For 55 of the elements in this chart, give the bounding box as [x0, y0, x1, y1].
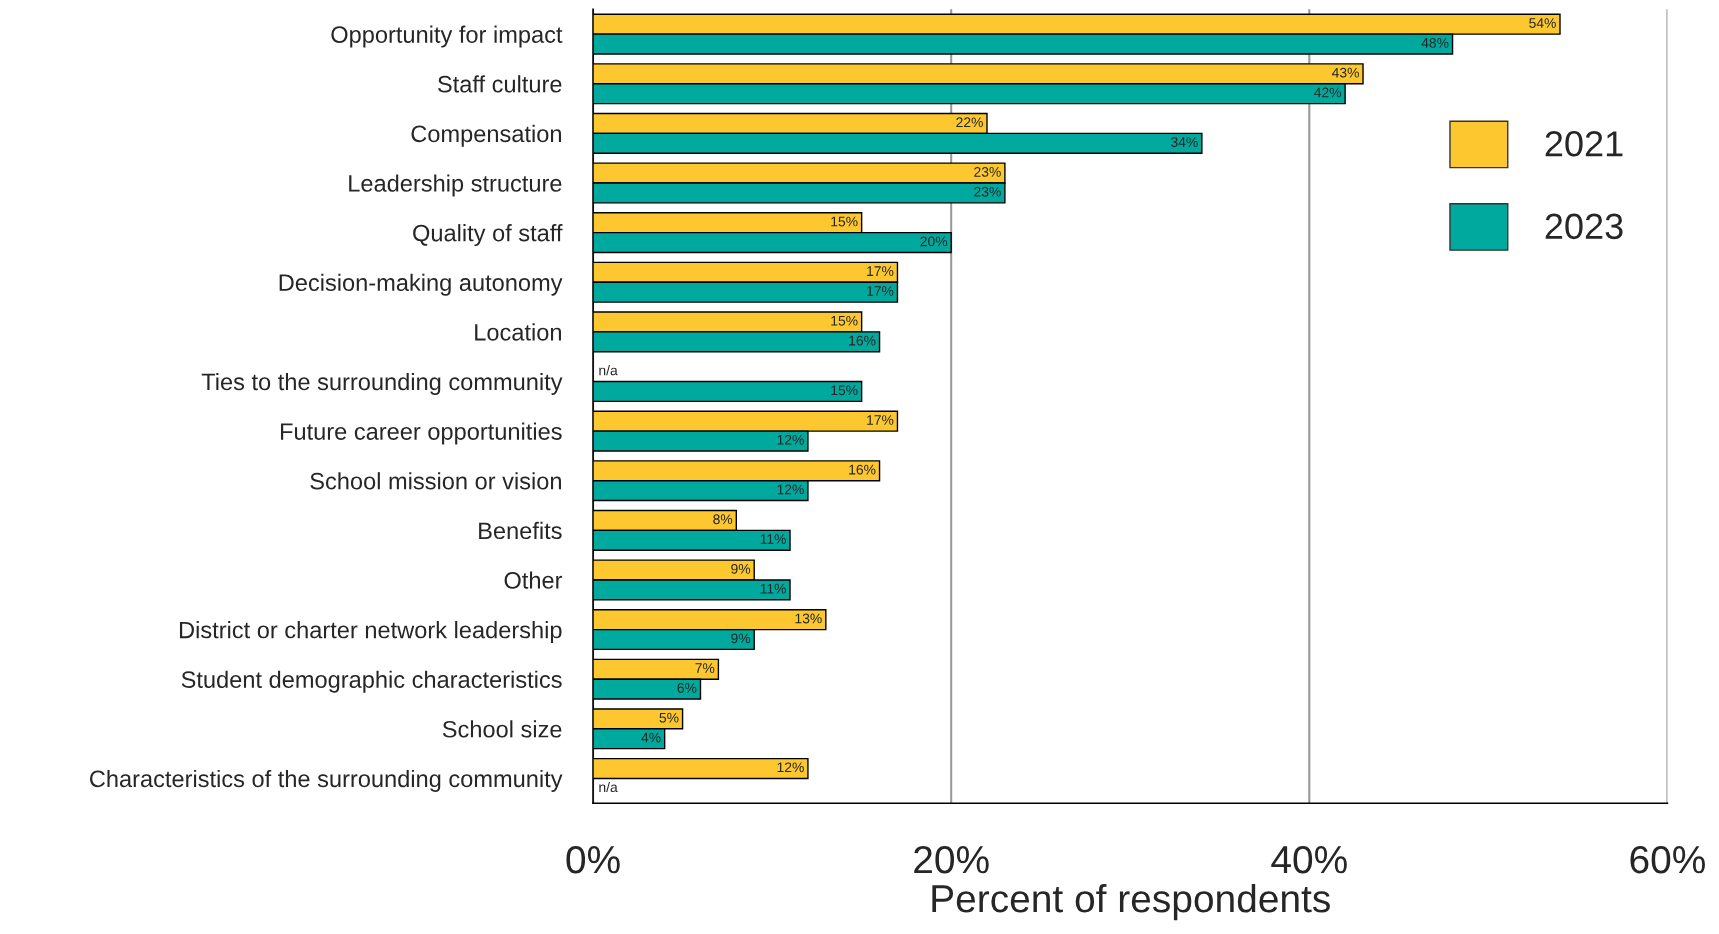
- data-label: 48%: [1421, 37, 1449, 48]
- text: n/a: [599, 781, 618, 793]
- y-tick-label: School mission or vision: [310, 472, 561, 490]
- data-label: 15%: [831, 315, 858, 326]
- data-label: 17%: [867, 266, 894, 276]
- data-label: 9%: [731, 563, 751, 574]
- y-tick-label: School size: [442, 720, 562, 738]
- y-tick-label: Compensation: [411, 124, 561, 147]
- data-label: 11%: [760, 583, 786, 594]
- y-tick-label: Other: [504, 571, 563, 589]
- data-label: 22%: [956, 117, 983, 128]
- y-tick-label: Future career opportunities: [280, 422, 562, 445]
- x-axis-title: Percent of respondents: [932, 883, 1330, 921]
- x-tick-label: 20%: [914, 845, 989, 874]
- x-tick-label: 0%: [566, 845, 620, 874]
- data-label: 15%: [831, 216, 858, 227]
- data-label: 23%: [974, 166, 1001, 177]
- y-tick-label: District or charter network leadership: [179, 621, 562, 644]
- y-tick-label: Location: [475, 323, 561, 341]
- data-label: 17%: [867, 415, 894, 425]
- data-label: 12%: [777, 762, 804, 773]
- x-tick-label: 40%: [1271, 845, 1347, 874]
- data-label: 54%: [1529, 18, 1556, 28]
- data-label: 9%: [731, 633, 751, 644]
- data-label: 23%: [974, 186, 1001, 197]
- x-tick-label: 60%: [1630, 845, 1705, 874]
- y-tick-label: Student demographic characteristics: [181, 670, 562, 693]
- y-tick-label: Quality of staff: [413, 224, 563, 247]
- legend-label: 2021: [1545, 131, 1623, 157]
- data-label: 16%: [849, 464, 876, 475]
- data-label: 4%: [641, 732, 661, 743]
- data-label: 5%: [659, 712, 679, 723]
- data-label: 6%: [677, 683, 697, 693]
- data-label: 43%: [1331, 67, 1359, 78]
- data-label: 34%: [1171, 137, 1198, 148]
- data-label: 16%: [849, 335, 876, 346]
- text: n/a: [599, 365, 618, 376]
- data-label: 15%: [831, 385, 858, 396]
- data-label: 17%: [867, 286, 894, 296]
- y-tick-label: Leadership structure: [349, 174, 562, 197]
- data-label: 8%: [713, 514, 733, 525]
- data-label: 11%: [760, 534, 786, 544]
- legend-label: 2023: [1545, 213, 1623, 240]
- y-tick-label: Decision-making autonomy: [279, 273, 563, 296]
- y-tick-label: Benefits: [479, 521, 562, 540]
- data-label: 12%: [777, 484, 804, 495]
- data-label: 7%: [695, 663, 715, 673]
- data-label: 13%: [795, 613, 822, 624]
- data-label: 42%: [1314, 87, 1342, 98]
- y-tick-label: Ties to the surrounding community: [201, 372, 563, 395]
- y-tick-label: Characteristics of the surrounding community: [90, 769, 563, 792]
- y-tick-label: Opportunity for impact: [331, 25, 563, 48]
- data-label: 12%: [777, 434, 804, 445]
- y-tick-label: Staff culture: [438, 75, 562, 93]
- data-label: 20%: [920, 236, 948, 247]
